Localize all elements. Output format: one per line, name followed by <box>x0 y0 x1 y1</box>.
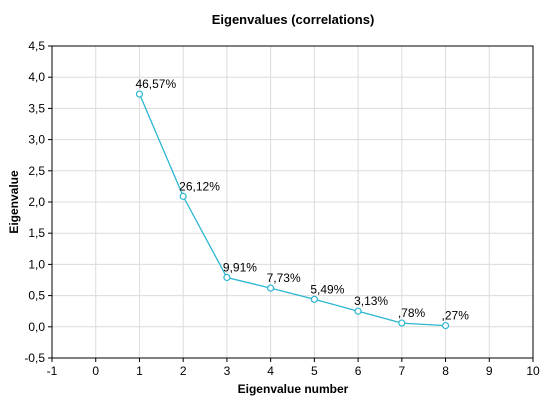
data-label: 7,73% <box>267 271 301 285</box>
y-tick-label: -0,5 <box>24 351 45 365</box>
y-tick-label: 0,0 <box>28 320 45 334</box>
y-tick-label: 4,5 <box>28 39 45 53</box>
data-label: ,27% <box>442 309 470 323</box>
x-tick-label: 4 <box>267 364 274 378</box>
x-tick-label: -1 <box>47 364 58 378</box>
axis-ticks <box>48 45 534 362</box>
chart-title: Eigenvalues (correlations) <box>212 12 375 27</box>
y-tick-label: 3,0 <box>28 133 45 147</box>
data-point <box>398 319 406 327</box>
x-tick-label: 6 <box>355 364 362 378</box>
series-group: 46,57% 26,12% 9,91% 7,73% 5,49% 3,13% ,78% ,27% <box>135 77 470 330</box>
x-tick-label: 5 <box>311 364 318 378</box>
data-label: 3,13% <box>354 294 388 308</box>
x-tick-label: 3 <box>224 364 231 378</box>
data-point <box>441 321 450 330</box>
data-label: 26,12% <box>179 179 220 193</box>
y-tick-label: 1,0 <box>28 257 45 271</box>
series-line <box>138 93 446 327</box>
x-tick-label: 7 <box>398 364 405 378</box>
x-tick-label: 2 <box>180 364 187 378</box>
data-point <box>310 295 318 303</box>
x-tick-label: 9 <box>486 364 493 378</box>
data-label: 9,91% <box>223 261 257 275</box>
data-point <box>179 192 187 200</box>
y-axis-label: Eigenvalue <box>7 170 21 234</box>
y-tick-label: 2,0 <box>28 195 45 209</box>
x-tick-label: 0 <box>92 364 99 378</box>
x-axis-label: Eigenvalue number <box>238 382 349 396</box>
data-point <box>135 90 144 98</box>
data-label: ,78% <box>398 306 426 320</box>
y-tick-label: 1,5 <box>28 226 45 240</box>
x-tick-label: 8 <box>442 364 449 378</box>
data-label: 5,49% <box>310 282 344 296</box>
y-tick-label: 3,5 <box>28 101 45 115</box>
x-tick-labels: -1 0 1 2 3 4 5 6 7 8 9 10 <box>47 364 540 378</box>
x-tick-label: 10 <box>526 364 540 378</box>
y-tick-label: 2,5 <box>28 164 45 178</box>
data-point <box>223 273 231 282</box>
data-label: 46,57% <box>135 77 176 91</box>
x-tick-label: 1 <box>136 364 143 378</box>
y-tick-label: 4,0 <box>28 70 45 84</box>
data-point <box>354 307 362 315</box>
data-point <box>267 284 275 292</box>
y-tick-label: 0,5 <box>28 289 45 303</box>
y-tick-labels: -0,5 0,0 0,5 1,0 1,5 2,0 2,5 3,0 3,5 4,0 4,5 <box>24 39 45 365</box>
